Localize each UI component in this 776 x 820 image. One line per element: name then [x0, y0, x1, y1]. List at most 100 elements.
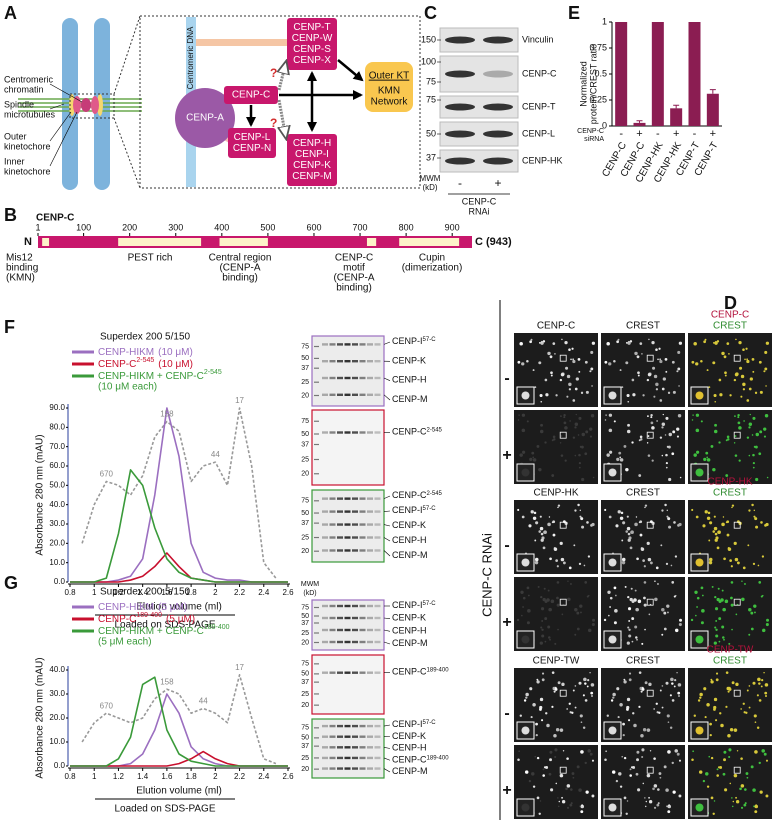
- gel-band: [374, 549, 381, 552]
- spot: [549, 758, 552, 762]
- spot: [717, 587, 720, 590]
- spot: [756, 694, 759, 697]
- spot: [541, 672, 545, 675]
- spot: [630, 530, 634, 534]
- spot: [580, 750, 584, 754]
- gel-band: [337, 746, 343, 749]
- spot: [644, 628, 646, 631]
- spot: [661, 685, 664, 687]
- spot: [556, 581, 560, 584]
- spot: [629, 768, 632, 771]
- spot: [617, 510, 621, 514]
- spot: [740, 395, 743, 398]
- label: Outer KT: [369, 71, 410, 82]
- gel-band: [322, 431, 328, 434]
- spot: [763, 427, 767, 431]
- gel-band: [374, 767, 381, 770]
- spot: [659, 689, 662, 692]
- spot: [650, 421, 654, 425]
- roi: [559, 521, 567, 529]
- label: 20: [301, 471, 309, 478]
- spot: [760, 595, 763, 598]
- spot: [614, 594, 617, 597]
- spot: [672, 390, 676, 394]
- gel-band: [337, 640, 343, 644]
- spot: [553, 547, 558, 551]
- spot: [646, 773, 651, 778]
- label: (kD): [422, 183, 437, 192]
- label: 2.2: [234, 772, 246, 781]
- spot: [622, 734, 625, 737]
- spot: [728, 748, 732, 752]
- spot: [648, 613, 651, 616]
- spot: [760, 521, 763, 524]
- spot: [714, 595, 717, 599]
- spot: [648, 682, 652, 687]
- spot: [752, 681, 756, 685]
- label: -: [504, 705, 509, 722]
- spot: [589, 370, 592, 373]
- spot: [532, 369, 535, 372]
- label: CENP-T: [293, 22, 330, 33]
- spot: [560, 454, 564, 457]
- dashed-arrow: [279, 62, 286, 91]
- spot: [584, 761, 587, 765]
- label: 40.0: [49, 500, 65, 509]
- spot: [665, 788, 669, 792]
- band: [483, 36, 513, 44]
- gel-band: [374, 360, 381, 363]
- label: 75: [426, 94, 436, 104]
- label: +: [502, 782, 511, 799]
- spot: [714, 423, 717, 427]
- spot: [758, 360, 762, 364]
- band-label: CENP-C2-545: [392, 490, 443, 500]
- spot: [628, 678, 632, 682]
- spot: [578, 466, 581, 469]
- label: 600: [306, 222, 321, 232]
- spot: [581, 525, 585, 529]
- band-label: CENP-K: [392, 520, 426, 530]
- spot: [740, 374, 745, 379]
- spot: [723, 758, 726, 762]
- spot: [715, 620, 718, 622]
- spot: [536, 680, 540, 684]
- leader-line: [49, 83, 83, 103]
- spot: [668, 525, 672, 529]
- spot: [536, 678, 539, 681]
- label: 50.0: [49, 480, 65, 489]
- spot: [659, 776, 662, 779]
- spot: [746, 776, 749, 779]
- spot: [678, 759, 682, 762]
- label: 10.0: [49, 737, 65, 746]
- spot: [550, 374, 553, 377]
- spot: [559, 728, 564, 732]
- spot: [749, 413, 751, 416]
- gel-band: [344, 360, 351, 363]
- spot: [608, 614, 610, 617]
- gel-band: [367, 671, 373, 674]
- spot: [653, 374, 658, 379]
- spot: [541, 620, 544, 622]
- spot: [563, 413, 566, 417]
- label: 1: [35, 222, 40, 232]
- gel-band: [359, 616, 366, 620]
- spot: [626, 429, 631, 434]
- gel-band: [374, 746, 381, 749]
- label: 20: [301, 548, 309, 555]
- band-leader: [383, 394, 391, 401]
- spot: [542, 546, 546, 550]
- spot: [571, 347, 574, 350]
- spot: [754, 611, 756, 614]
- spot: [630, 587, 633, 590]
- spot: [758, 581, 762, 584]
- band-label: CENP-C189-400: [392, 667, 449, 677]
- spot: [576, 765, 580, 769]
- label: 50: [426, 128, 436, 138]
- gel-band: [352, 724, 358, 728]
- spot: [713, 526, 718, 531]
- roi: [646, 598, 654, 606]
- label: CENP-K: [293, 160, 331, 171]
- gel-band: [329, 671, 336, 674]
- label: Normalized: [578, 61, 588, 107]
- spot: [615, 524, 619, 528]
